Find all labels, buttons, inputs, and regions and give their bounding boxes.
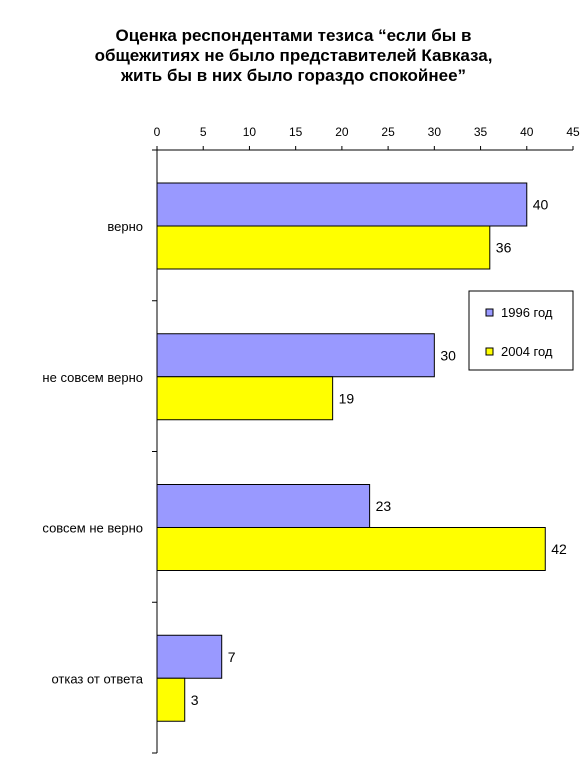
data-label: 36 [496,240,512,256]
data-label: 30 [440,347,456,363]
data-label: 3 [191,692,199,708]
x-tick-label: 5 [200,125,207,139]
bars [156,182,546,722]
data-labels: 40 36 30 19 23 42 7 3 [191,197,567,708]
category-label: совсем не верно [42,521,143,536]
legend-swatch [485,347,494,356]
legend-box [468,290,574,371]
category-label: верно [107,219,143,234]
chart-title-line-1: Оценка респондентами тезиса “если бы в [115,26,472,45]
bar-series-1 [156,182,528,227]
legend: 1996 год 2004 год [468,290,574,371]
data-label: 7 [228,649,236,665]
legend-label: 1996 год [501,305,553,320]
bar-series-2 [156,677,186,722]
category-label: отказ от ответа [51,671,143,686]
bar-series-1 [156,333,435,378]
x-tick-label: 40 [520,125,534,139]
chart-title-line-3: жить бы в них было гораздо спокойнее” [120,66,467,85]
bar-series-1 [156,634,223,679]
x-tick-label: 25 [381,125,395,139]
legend-label: 2004 год [501,344,553,359]
x-tick-label: 20 [335,125,349,139]
category-label: не совсем верно [42,370,143,385]
data-label: 23 [376,498,392,514]
x-tick-label: 45 [566,125,580,139]
legend-swatch [485,308,494,317]
bar-series-2 [156,225,491,270]
bar-series-2 [156,376,334,421]
data-label: 19 [339,390,355,406]
x-tick-label: 30 [428,125,442,139]
x-tick-label: 15 [289,125,303,139]
x-tick-label: 35 [474,125,488,139]
data-label: 42 [551,541,567,557]
bar-series-2 [156,527,546,571]
bar-series-1 [156,484,371,528]
x-tick-label: 0 [154,125,161,139]
chart-title: Оценка респондентами тезиса “если бы в о… [0,26,587,86]
chart-title-line-2: общежитиях не было представителей Кавказ… [94,46,493,65]
data-label: 40 [533,197,549,213]
x-tick-label: 10 [243,125,257,139]
